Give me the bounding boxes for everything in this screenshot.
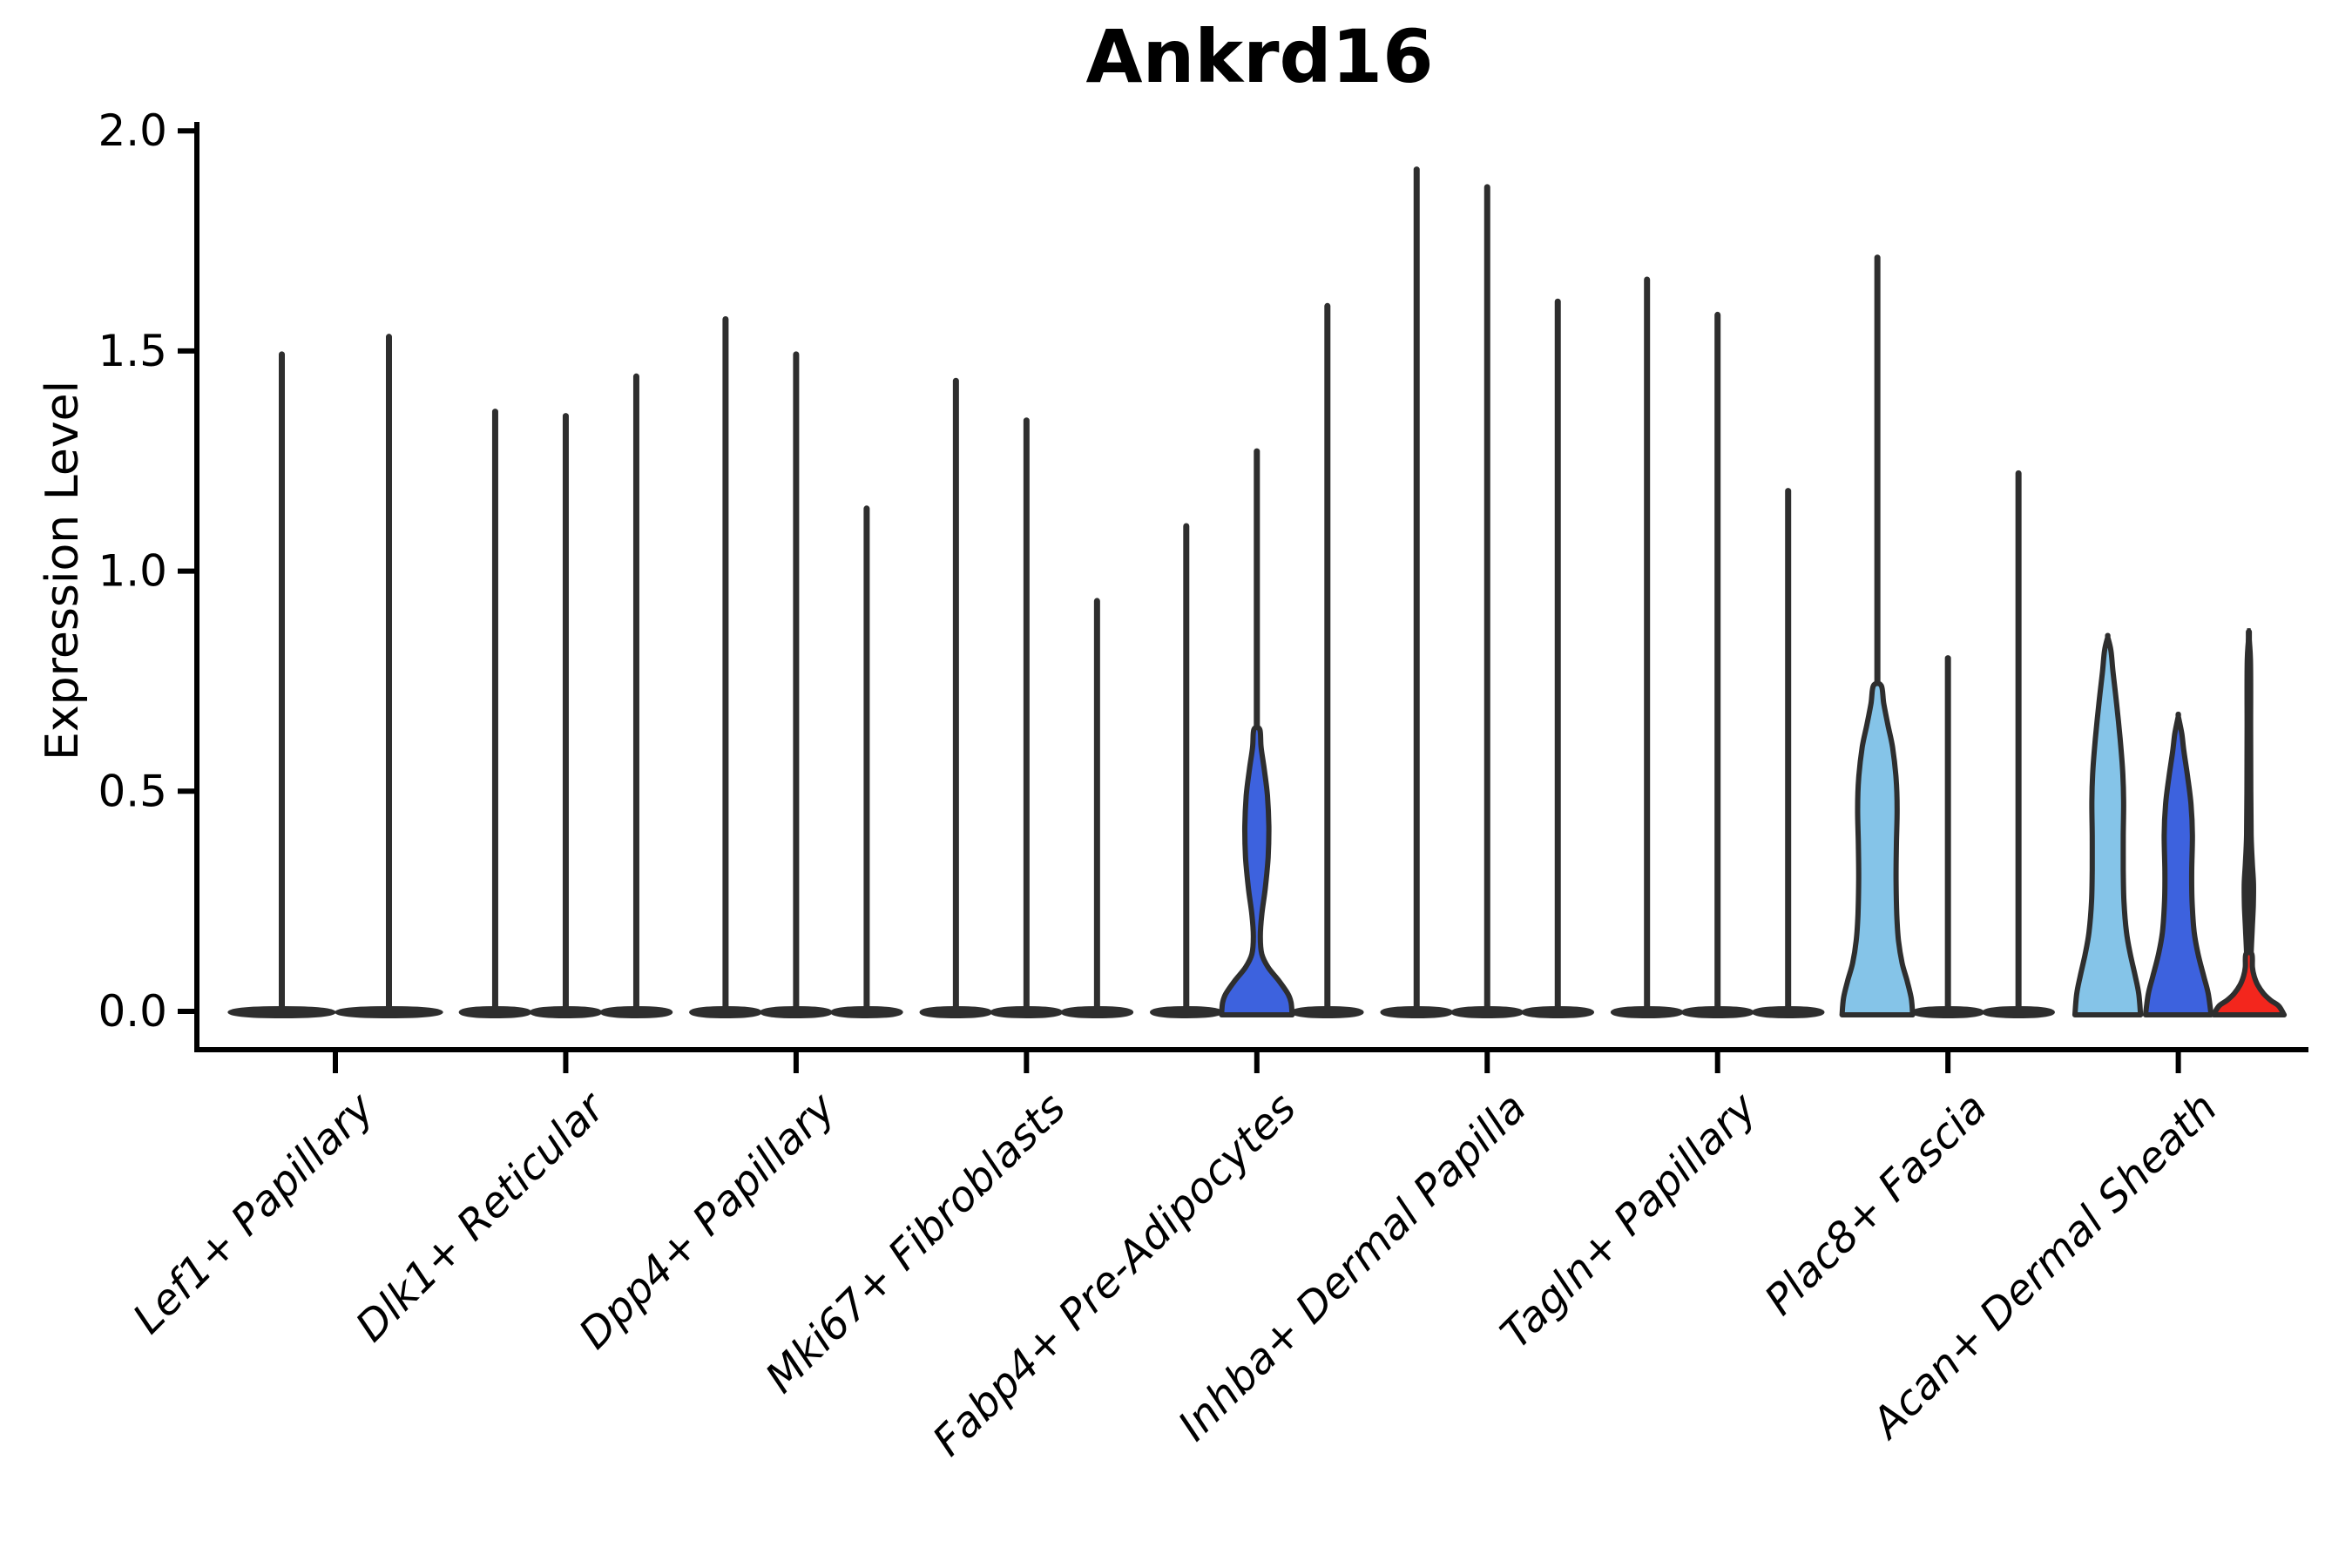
violin-body-red (2211, 950, 2288, 1017)
violin-baseline-blob (1060, 1006, 1134, 1018)
violin-baseline-blob (1680, 1006, 1754, 1018)
page-title: Ankrd16 (1085, 14, 1434, 99)
y-tick-label: 0.5 (98, 766, 167, 816)
violin-baseline-blob (1521, 1006, 1595, 1018)
violin-baseline-blob (760, 1006, 833, 1018)
violin-body-lightblue (1839, 680, 1916, 1017)
y-tick-label: 1.5 (98, 326, 167, 376)
violin-baseline-blob (599, 1006, 673, 1018)
violin-body-blue (1219, 725, 1295, 1017)
violin-baseline-blob (1150, 1006, 1223, 1018)
violin-baseline-blob (1751, 1006, 1825, 1018)
y-tick-label: 0.0 (98, 986, 167, 1037)
violin-baseline-blob (458, 1006, 532, 1018)
violin-baseline-blob (227, 1006, 336, 1018)
violin-baseline-blob (1380, 1006, 1454, 1018)
violin-spike-lens (2241, 628, 2256, 991)
y-tick-label: 1.0 (98, 546, 167, 597)
violin-baseline-blob (529, 1006, 603, 1018)
violin-baseline-blob (990, 1006, 1064, 1018)
violin-body-blue (2142, 711, 2214, 1017)
violin-baseline-blob (1291, 1006, 1364, 1018)
violin-baseline-blob (1911, 1006, 1984, 1018)
y-axis-label: Expression Level (37, 380, 89, 761)
violin-baseline-blob (1610, 1006, 1684, 1018)
violin-baseline-blob (830, 1006, 903, 1018)
violin-baseline-blob (1982, 1006, 2055, 1018)
violin-baseline-blob (335, 1006, 443, 1018)
violin-baseline-blob (1450, 1006, 1524, 1018)
y-tick-label: 2.0 (98, 105, 167, 156)
violin-baseline-blob (919, 1006, 993, 1018)
violin-body-lightblue (2072, 632, 2144, 1017)
violin-baseline-blob (689, 1006, 762, 1018)
